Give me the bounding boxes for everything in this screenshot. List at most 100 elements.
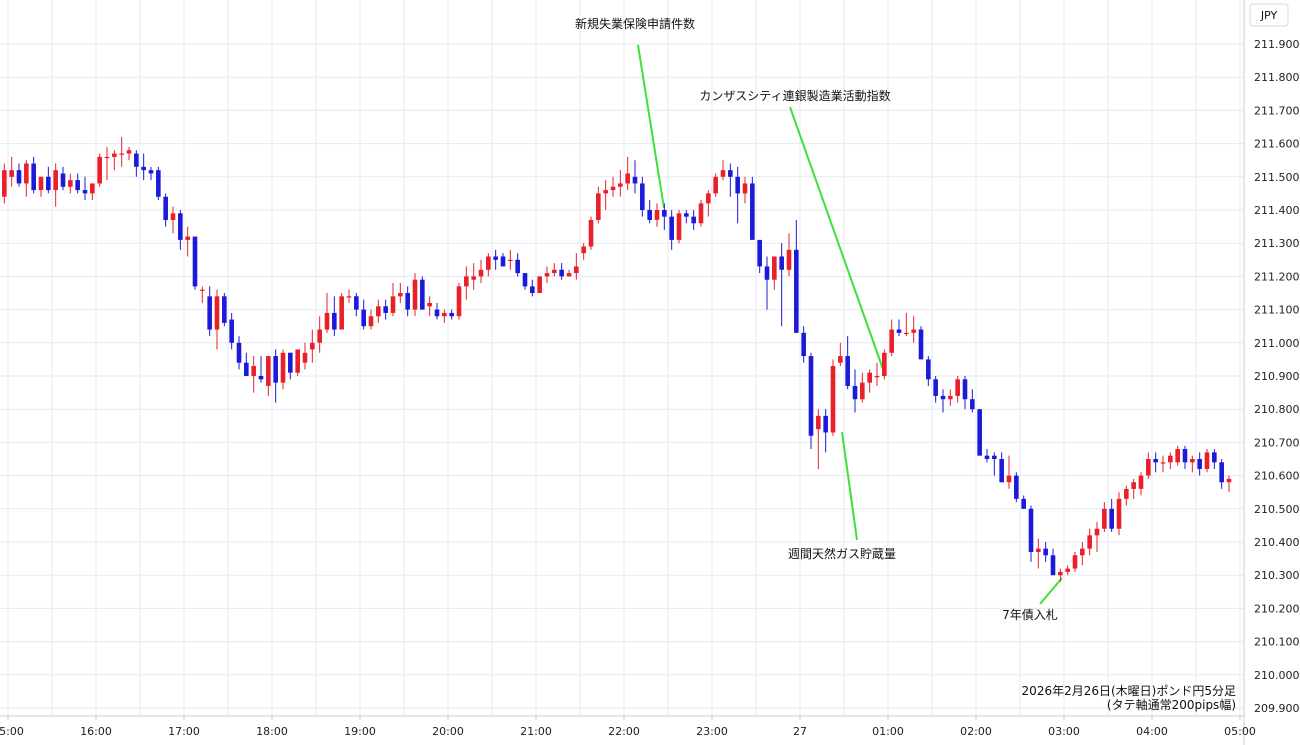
candle-body xyxy=(845,356,850,386)
candle xyxy=(603,180,608,210)
candle-body xyxy=(170,213,176,220)
candle xyxy=(544,266,550,284)
candle-body xyxy=(148,170,154,174)
candle-body xyxy=(926,359,931,380)
candle xyxy=(1072,551,1078,572)
candle-body xyxy=(53,170,58,191)
candle-body xyxy=(266,356,271,386)
candle xyxy=(1175,445,1180,466)
candle-body xyxy=(977,409,982,456)
x-tick-label: 05:00 xyxy=(1224,725,1256,738)
candle xyxy=(1014,472,1019,503)
candle xyxy=(295,349,300,376)
candle xyxy=(310,329,315,363)
candle-body xyxy=(126,150,132,154)
candle xyxy=(82,176,88,201)
candle xyxy=(192,236,198,290)
candle xyxy=(669,210,674,250)
chart-caption-line2: (タテ軸通常200pips幅) xyxy=(1107,697,1236,712)
candle xyxy=(522,273,528,290)
candle-body xyxy=(618,183,623,187)
candle xyxy=(258,356,264,383)
y-tick-label: 211.000 xyxy=(1254,337,1300,350)
candle-body xyxy=(786,249,792,270)
candle xyxy=(1043,542,1048,562)
candle xyxy=(53,163,58,207)
candle xyxy=(178,210,183,250)
x-tick-label: 22:00 xyxy=(608,725,640,738)
candle xyxy=(1050,548,1056,576)
candle-body xyxy=(530,286,535,293)
candle-body xyxy=(236,342,242,363)
candle-body xyxy=(713,176,718,194)
x-tick-label: 23:00 xyxy=(696,725,728,738)
candle xyxy=(581,243,586,260)
candle-body xyxy=(1065,568,1070,572)
candle xyxy=(999,452,1004,483)
candle-body xyxy=(317,329,322,343)
candle-body xyxy=(1087,535,1092,549)
candle xyxy=(236,336,242,370)
candle-body xyxy=(632,176,638,184)
candle-body xyxy=(1028,508,1034,552)
candle-body xyxy=(141,166,146,171)
candle xyxy=(222,293,227,327)
candle xyxy=(904,312,909,337)
candle-body xyxy=(273,356,278,383)
candle-body xyxy=(9,170,14,177)
candle-body xyxy=(68,180,73,187)
candle xyxy=(801,326,806,363)
y-tick-label: 210.100 xyxy=(1254,636,1300,649)
candle-body xyxy=(90,183,95,194)
candle xyxy=(163,193,168,227)
candle xyxy=(992,452,997,476)
candle xyxy=(148,166,154,181)
candle-body xyxy=(860,382,865,400)
candle xyxy=(478,259,484,284)
candle-body xyxy=(830,366,836,433)
candle xyxy=(442,309,447,323)
candle-body xyxy=(2,170,7,197)
candle-body xyxy=(904,332,909,335)
candle xyxy=(530,279,535,297)
candle xyxy=(874,362,880,386)
candle-body xyxy=(933,379,938,396)
candle xyxy=(559,263,564,280)
candle xyxy=(1116,492,1122,536)
candle-body xyxy=(1006,475,1012,483)
candle xyxy=(845,336,850,390)
candle-body xyxy=(163,196,168,220)
candle-body xyxy=(339,296,344,330)
y-tick-label: 210.400 xyxy=(1254,536,1300,549)
candle-body xyxy=(222,296,227,323)
candle xyxy=(486,253,491,277)
candle-body xyxy=(566,273,572,277)
candle xyxy=(317,316,322,353)
y-tick-label: 210.700 xyxy=(1254,436,1300,449)
candle-body xyxy=(874,376,880,378)
annotation-line xyxy=(1039,577,1063,605)
candle xyxy=(456,283,462,320)
candle xyxy=(566,269,572,277)
candle-body xyxy=(500,256,506,267)
candle-body xyxy=(478,269,484,277)
candle xyxy=(596,186,601,224)
candle-body xyxy=(390,296,396,313)
candle xyxy=(750,176,755,240)
candle xyxy=(97,153,102,187)
y-tick-label: 211.800 xyxy=(1254,71,1300,84)
candle xyxy=(823,409,828,453)
candle xyxy=(368,309,374,330)
candle-body xyxy=(112,153,117,157)
candle-body xyxy=(24,163,29,184)
candle-body xyxy=(134,153,139,167)
candle-body xyxy=(1226,478,1232,483)
candle xyxy=(816,409,821,469)
candle xyxy=(1190,455,1195,473)
candle xyxy=(427,296,432,317)
candle-body xyxy=(361,309,366,327)
candle-body xyxy=(1036,548,1041,552)
currency-badge[interactable] xyxy=(1249,3,1289,27)
candle xyxy=(698,200,704,227)
